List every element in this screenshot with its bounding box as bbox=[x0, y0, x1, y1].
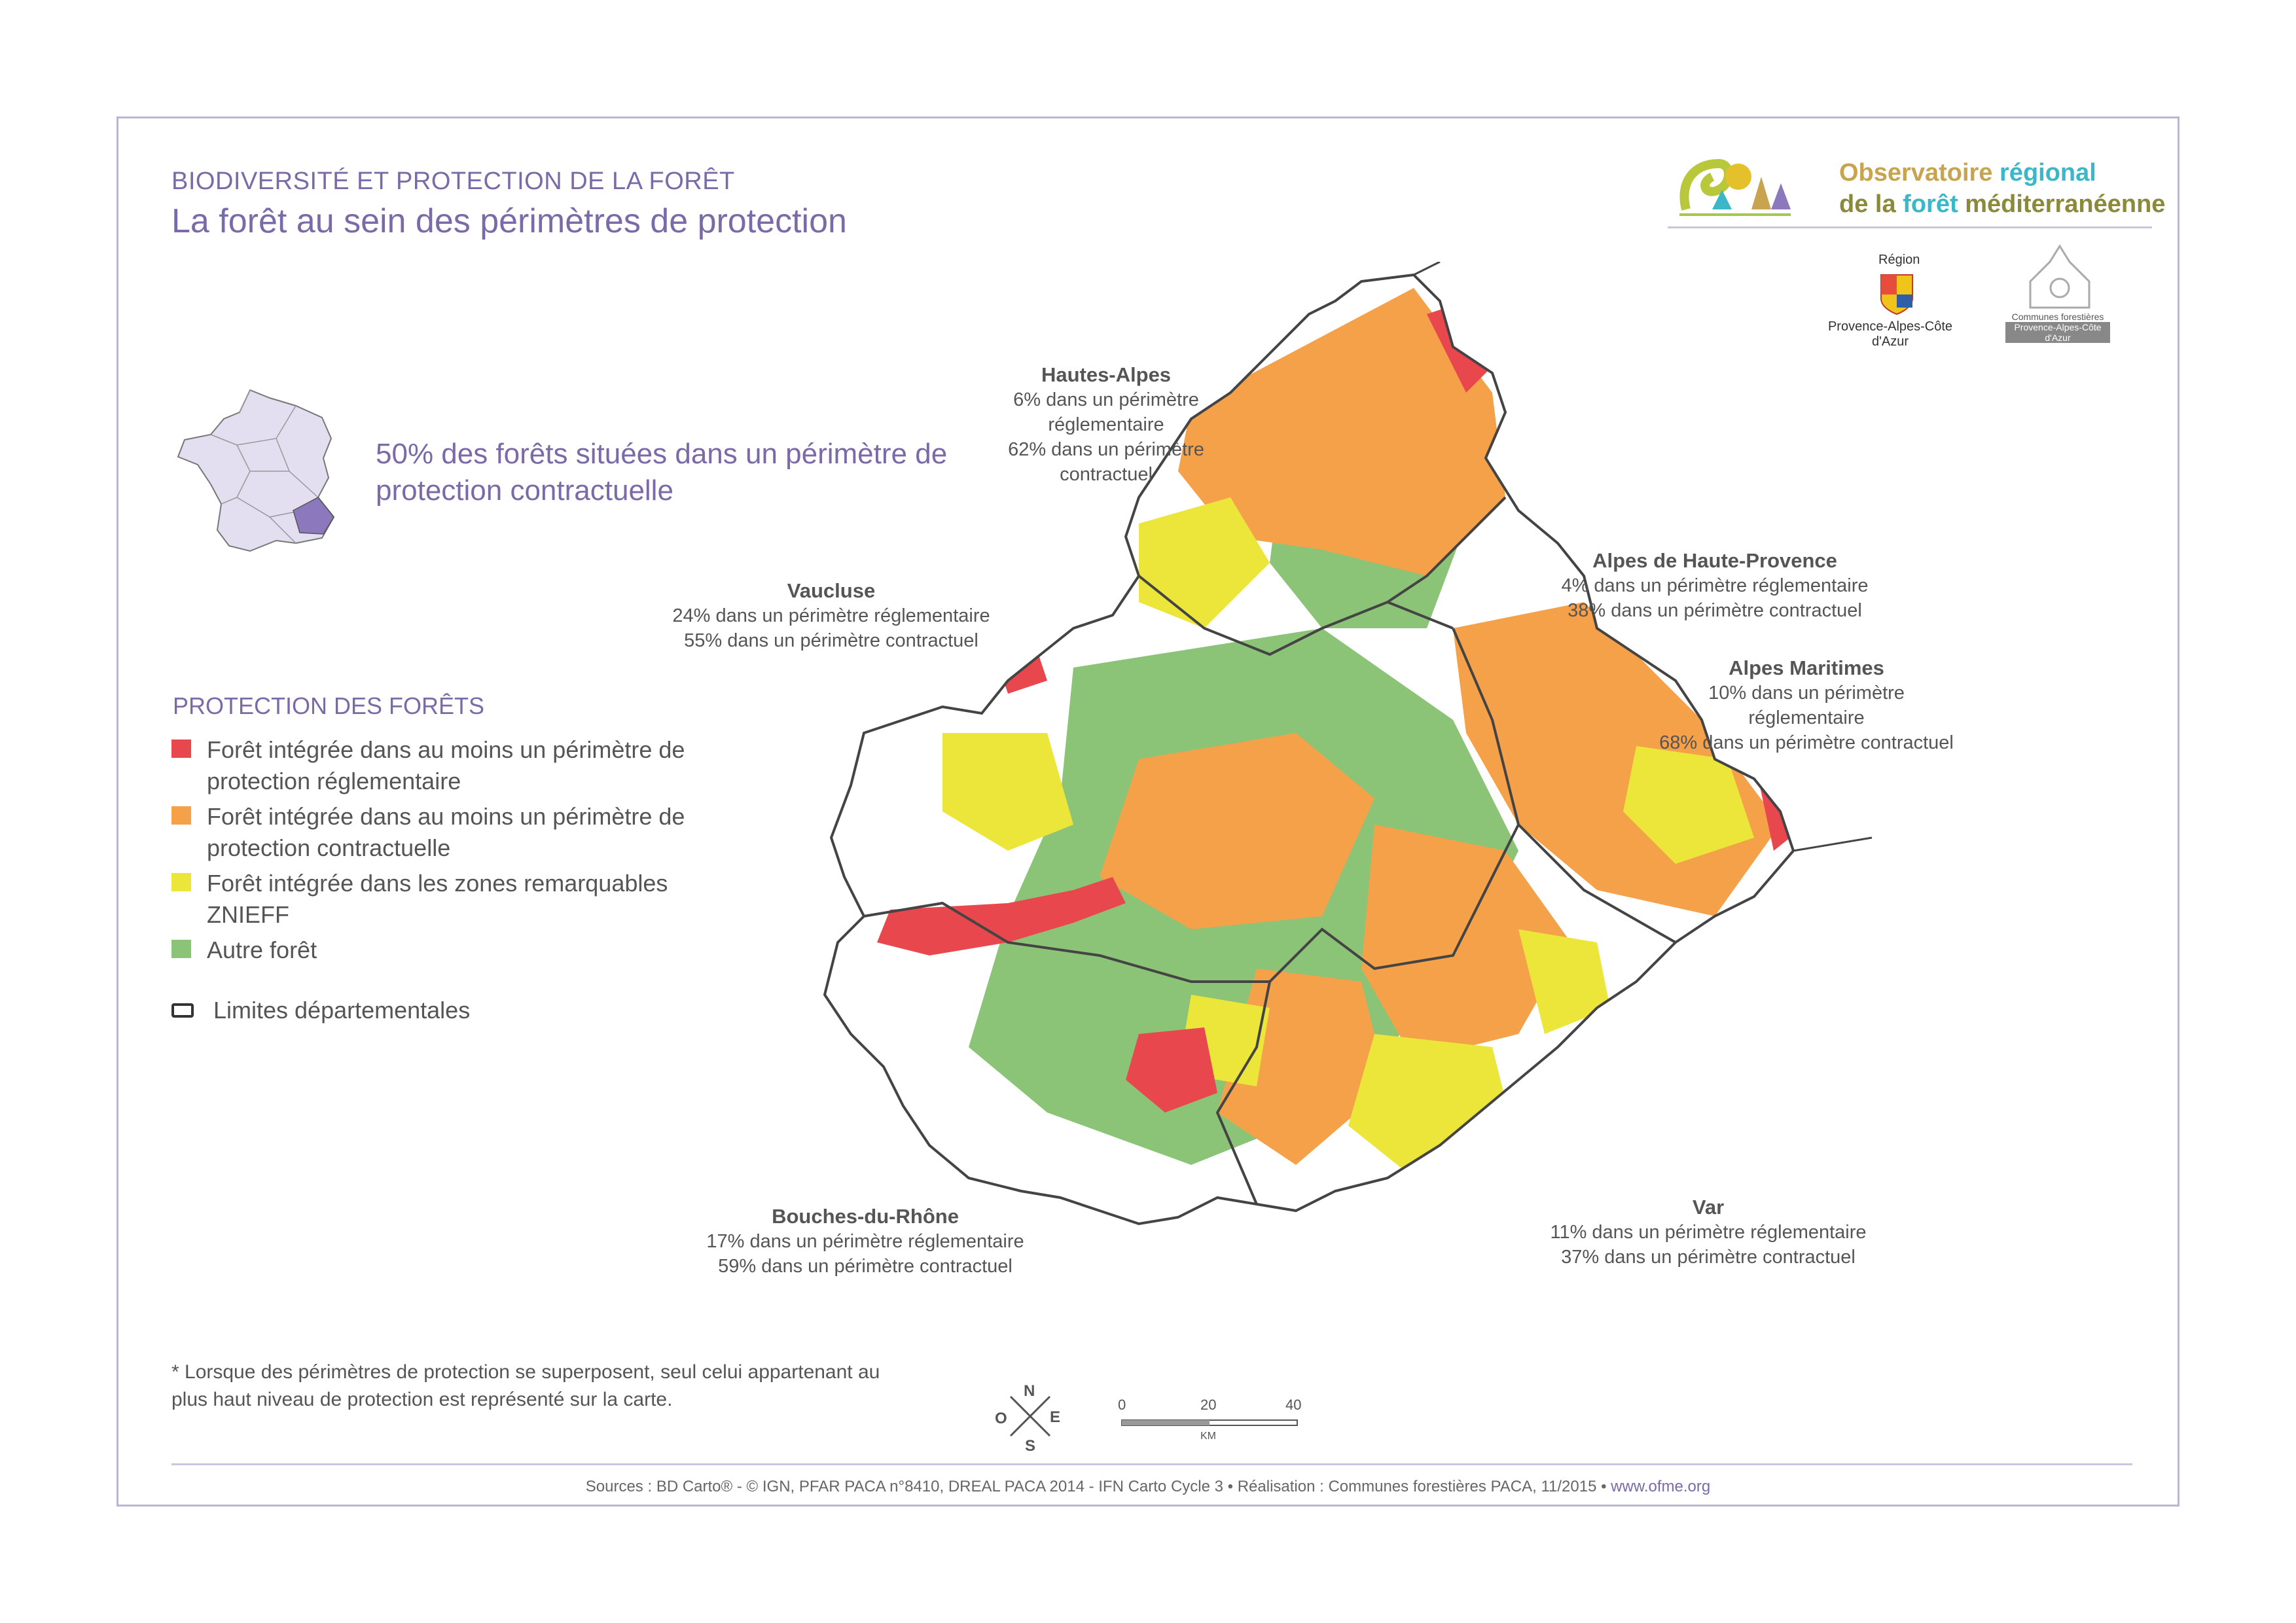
legend-label: Forêt intégrée dans au moins un périmètr… bbox=[207, 736, 685, 794]
france-inset-map bbox=[177, 389, 335, 552]
dept-name: Bouches-du-Rhône bbox=[772, 1205, 959, 1228]
communes-forestieres-logo-icon bbox=[2029, 244, 2090, 309]
logo-word: forêt bbox=[1903, 190, 1958, 218]
dept-name: Alpes Maritimes bbox=[1729, 656, 1884, 679]
sources-text: Sources : BD Carto® - © IGN, PFAR PACA n… bbox=[585, 1478, 1607, 1495]
logo-word: Observatoire bbox=[1839, 159, 1993, 187]
dept-reglementaire: 24% dans un périmètre réglementaire bbox=[672, 605, 990, 626]
legend-swatch-red bbox=[171, 740, 191, 758]
dept-name: Alpes de Haute-Provence bbox=[1592, 549, 1837, 572]
dept-contractuel: 37% dans un périmètre contractuel bbox=[1561, 1247, 1856, 1268]
legend-swatch-green bbox=[171, 940, 191, 958]
logo-word: de la bbox=[1839, 190, 1896, 218]
dept-contractuel: 62% dans un périmètre contractuel bbox=[1008, 439, 1204, 485]
compass-east: E bbox=[1050, 1408, 1061, 1426]
legend-label: Limites départementales bbox=[213, 997, 471, 1024]
footer-sources: Sources : BD Carto® - © IGN, PFAR PACA n… bbox=[0, 1478, 2296, 1496]
communes-forestieres-caption: Communes forestières Provence-Alpes-Côte… bbox=[2005, 312, 2110, 343]
compass-icon bbox=[1009, 1395, 1051, 1437]
logo-word: régional bbox=[2000, 159, 2096, 187]
dept-reglementaire: 4% dans un périmètre réglementaire bbox=[1561, 575, 1869, 596]
legend-swatch-orange bbox=[171, 806, 191, 825]
cf-sub: Provence-Alpes-Côte d'Azur bbox=[2005, 322, 2110, 343]
dept-reglementaire: 17% dans un périmètre réglementaire bbox=[706, 1231, 1024, 1252]
dept-reglementaire: 10% dans un périmètre réglementaire bbox=[1708, 683, 1905, 728]
dept-label-vaucluse: Vaucluse 24% dans un périmètre réglement… bbox=[661, 579, 1001, 653]
legend-item-contractuelle: Forêt intégrée dans au moins un périmètr… bbox=[171, 801, 734, 864]
compass-west: O bbox=[995, 1410, 1007, 1427]
dept-reglementaire: 11% dans un périmètre réglementaire bbox=[1550, 1222, 1867, 1243]
dept-label-var: Var 11% dans un périmètre réglementaire … bbox=[1532, 1195, 1885, 1270]
legend-swatch-yellow bbox=[171, 873, 191, 891]
dept-label-bouches-du-rhone: Bouches-du-Rhône 17% dans un périmètre r… bbox=[695, 1204, 1035, 1279]
compass-north: N bbox=[1024, 1382, 1035, 1400]
dept-name: Hautes-Alpes bbox=[1041, 363, 1172, 386]
region-shield-icon bbox=[1880, 274, 1913, 315]
compass-south: S bbox=[1025, 1437, 1036, 1455]
paca-forest-map bbox=[823, 262, 1873, 1226]
dept-reglementaire: 6% dans un périmètre réglementaire bbox=[1013, 389, 1199, 435]
scale-tick-0: 0 bbox=[1118, 1397, 1126, 1413]
legend-label: Forêt intégrée dans au moins un périmètr… bbox=[207, 803, 685, 861]
dept-contractuel: 55% dans un périmètre contractuel bbox=[684, 630, 978, 651]
dept-label-alpes-haute-provence: Alpes de Haute-Provence 4% dans un périm… bbox=[1545, 548, 1885, 623]
scale-tick-20: 20 bbox=[1200, 1397, 1217, 1413]
legend-item-znieff: Forêt intégrée dans les zones remarquabl… bbox=[171, 868, 734, 931]
footnote: * Lorsque des périmètres de protection s… bbox=[171, 1361, 880, 1410]
website-link[interactable]: www.ofme.org bbox=[1611, 1478, 1711, 1495]
paca-highlight bbox=[293, 497, 334, 535]
scale-tick-40: 40 bbox=[1285, 1397, 1302, 1413]
legend-swatch-outline bbox=[171, 1003, 194, 1018]
dept-contractuel: 38% dans un périmètre contractuel bbox=[1568, 600, 1862, 621]
dept-name: Vaucluse bbox=[787, 579, 876, 602]
page-title: La forêt au sein des périmètres de prote… bbox=[171, 202, 847, 240]
logo-word: méditerranéenne bbox=[1965, 190, 2166, 218]
headline-statistic: 50% des forêts situées dans un périmètre… bbox=[376, 438, 948, 507]
dept-label-alpes-maritimes: Alpes Maritimes 10% dans un périmètre ré… bbox=[1649, 656, 1964, 755]
legend: Forêt intégrée dans au moins un périmètr… bbox=[171, 734, 734, 1026]
dept-label-hautes-alpes: Hautes-Alpes 6% dans un périmètre réglem… bbox=[969, 363, 1244, 487]
scale-bar bbox=[1121, 1419, 1298, 1426]
footer-divider bbox=[171, 1463, 2132, 1465]
page-frame bbox=[117, 116, 2179, 1507]
logo-divider bbox=[1668, 226, 2152, 228]
observatoire-logo-text: Observatoire régional de la forêt médite… bbox=[1839, 157, 2165, 220]
scale-unit: KM bbox=[1200, 1431, 1216, 1442]
observatoire-logo-icon bbox=[1679, 158, 1791, 216]
region-logo-caption: Provence-Alpes-Côte d'Azur bbox=[1827, 319, 1953, 349]
legend-item-reglementaire: Forêt intégrée dans au moins un périmètr… bbox=[171, 734, 734, 797]
legend-title: PROTECTION DES FORÊTS bbox=[173, 692, 485, 719]
dept-contractuel: 68% dans un périmètre contractuel bbox=[1659, 732, 1954, 753]
page-supertitle: BIODIVERSITÉ ET PROTECTION DE LA FORÊT bbox=[171, 168, 735, 195]
legend-item-autre: Autre forêt bbox=[171, 935, 734, 966]
legend-label: Forêt intégrée dans les zones remarquabl… bbox=[207, 870, 668, 928]
dept-name: Var bbox=[1692, 1196, 1725, 1219]
legend-item-boundary: Limites départementales bbox=[171, 995, 734, 1026]
region-logo-top: Région bbox=[1878, 253, 1920, 267]
legend-label: Autre forêt bbox=[207, 936, 317, 963]
dept-contractuel: 59% dans un périmètre contractuel bbox=[718, 1256, 1013, 1277]
cf-name: Communes forestières bbox=[2011, 312, 2104, 322]
